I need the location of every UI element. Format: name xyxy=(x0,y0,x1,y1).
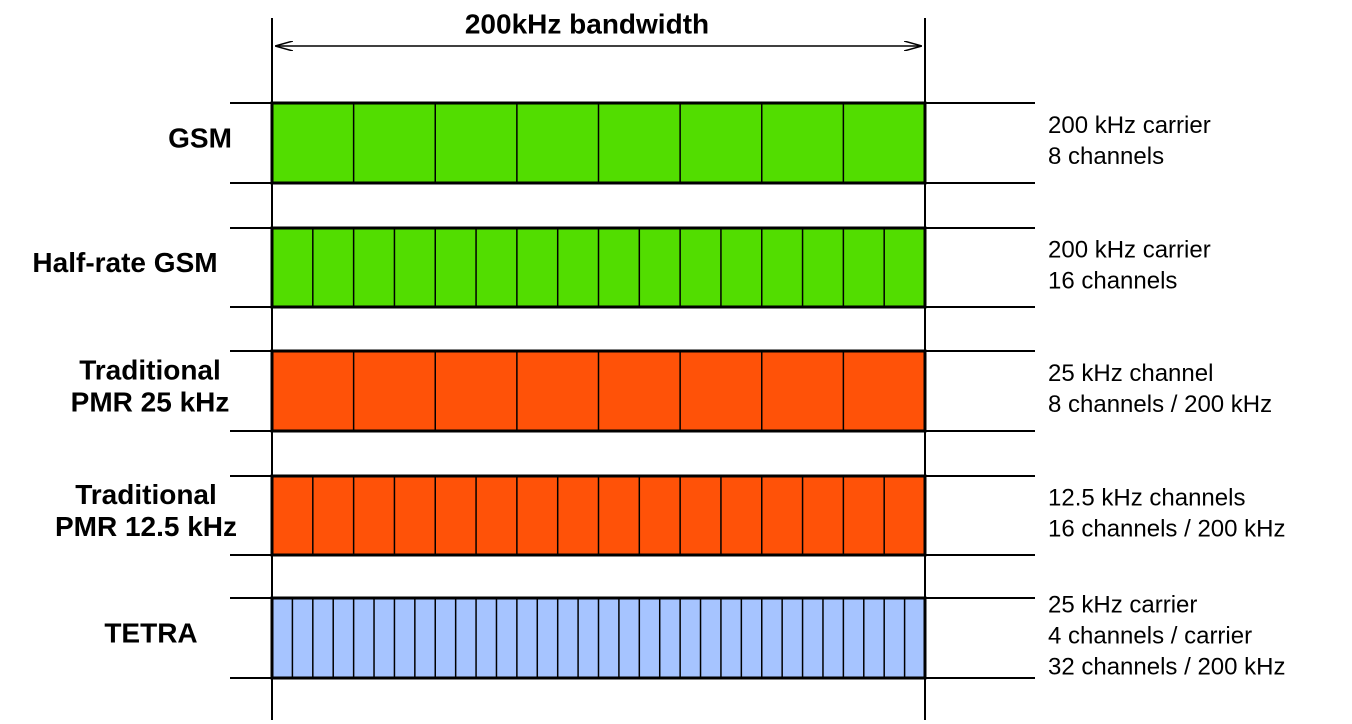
title: 200kHz bandwidth xyxy=(465,8,709,39)
row-note: 16 channels / 200 kHz xyxy=(1048,515,1285,542)
row-note: 12.5 kHz channels xyxy=(1048,484,1245,511)
row-note: 25 kHz carrier xyxy=(1048,591,1197,618)
row-note: 200 kHz carrier xyxy=(1048,236,1211,263)
row-note: 8 channels / 200 kHz xyxy=(1048,391,1272,418)
row-note: 16 channels xyxy=(1048,267,1177,294)
row-label: Half-rate GSM xyxy=(32,247,217,278)
row-note: 4 channels / carrier xyxy=(1048,622,1252,649)
row-label: GSM xyxy=(168,122,232,153)
row-label: Traditional xyxy=(75,479,217,510)
row-label: TETRA xyxy=(104,617,197,648)
row-note: 32 channels / 200 kHz xyxy=(1048,653,1285,680)
row-note: 8 channels xyxy=(1048,143,1164,170)
row-label: Traditional xyxy=(79,354,221,385)
row-label: PMR 25 kHz xyxy=(71,386,230,417)
row-label: PMR 12.5 kHz xyxy=(55,511,237,542)
row-note: 25 kHz channel xyxy=(1048,360,1213,387)
row-note: 200 kHz carrier xyxy=(1048,112,1211,139)
